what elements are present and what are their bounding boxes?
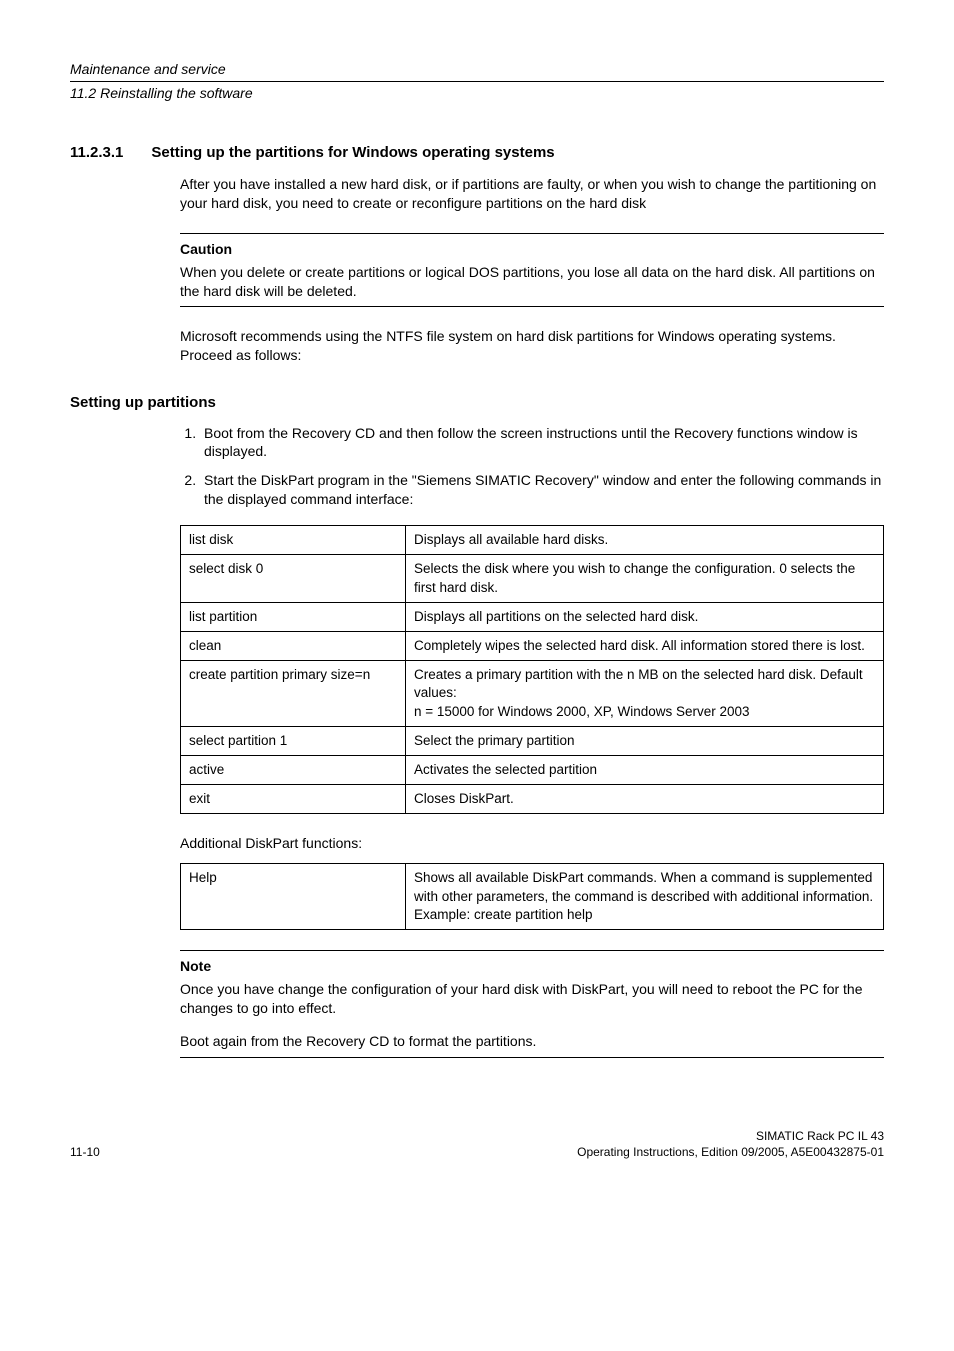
desc-cell: Shows all available DiskPart commands. W… xyxy=(405,864,883,930)
caution-label: Caution xyxy=(180,240,884,259)
header-sub: 11.2 Reinstalling the software xyxy=(70,84,884,103)
footer-right: SIMATIC Rack PC IL 43 Operating Instruct… xyxy=(577,1128,884,1160)
desc-cell: Select the primary partition xyxy=(405,726,883,755)
partitions-body: Boot from the Recovery CD and then follo… xyxy=(180,424,884,1058)
body-indent: After you have installed a new hard disk… xyxy=(180,175,884,365)
footer-line: SIMATIC Rack PC IL 43 xyxy=(577,1128,884,1144)
rule xyxy=(180,306,884,307)
table-row: create partition primary size=n Creates … xyxy=(181,661,884,727)
commands-table: list disk Displays all available hard di… xyxy=(180,525,884,814)
rule xyxy=(180,950,884,951)
desc-cell: Creates a primary partition with the n M… xyxy=(405,661,883,727)
cmd-cell: list partition xyxy=(181,602,406,631)
table-row: list disk Displays all available hard di… xyxy=(181,526,884,555)
intro-paragraph: After you have installed a new hard disk… xyxy=(180,175,884,213)
table-row: select disk 0 Selects the disk where you… xyxy=(181,555,884,602)
desc-cell: Displays all partitions on the selected … xyxy=(405,602,883,631)
table-row: active Activates the selected partition xyxy=(181,756,884,785)
header-top: Maintenance and service xyxy=(70,60,884,79)
cmd-cell: create partition primary size=n xyxy=(181,661,406,727)
cmd-cell: exit xyxy=(181,785,406,814)
desc-cell: Displays all available hard disks. xyxy=(405,526,883,555)
table-row: clean Completely wipes the selected hard… xyxy=(181,631,884,660)
cmd-cell: list disk xyxy=(181,526,406,555)
list-item: Start the DiskPart program in the "Sieme… xyxy=(200,471,884,509)
header-block: Maintenance and service xyxy=(70,60,884,82)
desc-cell: Closes DiskPart. xyxy=(405,785,883,814)
page-footer: 11-10 SIMATIC Rack PC IL 43 Operating In… xyxy=(70,1128,884,1160)
note-block: Note Once you have change the configurat… xyxy=(180,950,884,1058)
table-row: Help Shows all available DiskPart comman… xyxy=(181,864,884,930)
list-item: Boot from the Recovery CD and then follo… xyxy=(200,424,884,462)
steps-list: Boot from the Recovery CD and then follo… xyxy=(180,424,884,510)
caution-block: Caution When you delete or create partit… xyxy=(180,233,884,308)
after-caution-paragraph: Microsoft recommends using the NTFS file… xyxy=(180,327,884,365)
additional-functions-label: Additional DiskPart functions: xyxy=(180,834,884,853)
note-paragraph: Boot again from the Recovery CD to forma… xyxy=(180,1032,884,1051)
help-table: Help Shows all available DiskPart comman… xyxy=(180,863,884,930)
rule xyxy=(180,233,884,234)
section-number: 11.2.3.1 xyxy=(70,143,123,163)
note-label: Note xyxy=(180,957,884,976)
desc-cell: Activates the selected partition xyxy=(405,756,883,785)
table-row: list partition Displays all partitions o… xyxy=(181,602,884,631)
section-title: Setting up the partitions for Windows op… xyxy=(151,143,554,163)
caution-text: When you delete or create partitions or … xyxy=(180,263,884,301)
table-row: select partition 1 Select the primary pa… xyxy=(181,726,884,755)
section-heading: 11.2.3.1 Setting up the partitions for W… xyxy=(70,143,884,163)
cmd-cell: select partition 1 xyxy=(181,726,406,755)
table-row: exit Closes DiskPart. xyxy=(181,785,884,814)
partitions-heading: Setting up partitions xyxy=(70,393,884,413)
note-paragraph: Once you have change the configuration o… xyxy=(180,980,884,1018)
cmd-cell: clean xyxy=(181,631,406,660)
cmd-cell: Help xyxy=(181,864,406,930)
desc-cell: Selects the disk where you wish to chang… xyxy=(405,555,883,602)
rule xyxy=(180,1057,884,1058)
cmd-cell: select disk 0 xyxy=(181,555,406,602)
footer-line: Operating Instructions, Edition 09/2005,… xyxy=(577,1144,884,1160)
cmd-cell: active xyxy=(181,756,406,785)
page-number: 11-10 xyxy=(70,1144,100,1160)
desc-cell: Completely wipes the selected hard disk.… xyxy=(405,631,883,660)
